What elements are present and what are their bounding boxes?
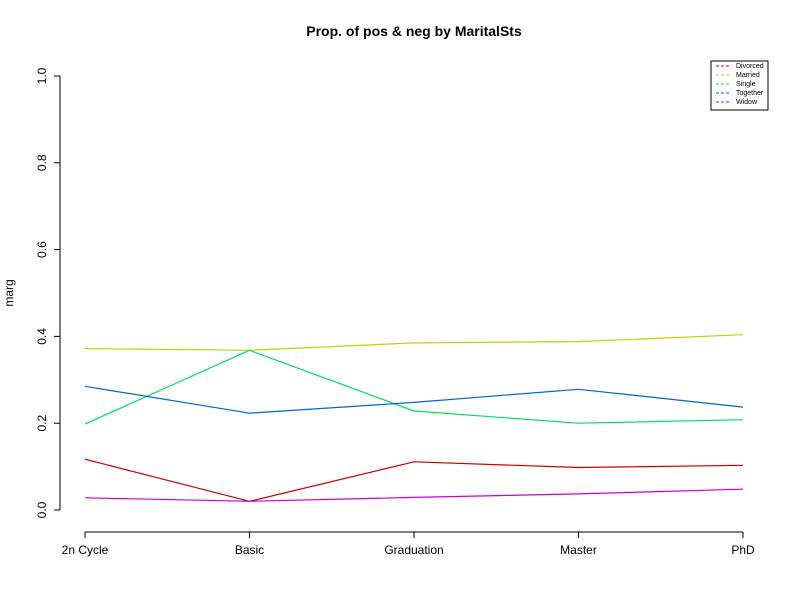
series-line-divorced [84, 458, 744, 502]
y-tick-label: 1.0 [35, 67, 49, 84]
series-line-together [84, 385, 744, 414]
legend-entry: Married [736, 72, 760, 79]
chart-title: Prop. of pos & neg by MaritalSts [306, 23, 522, 39]
x-axis: 2n Cycle Basic Graduation Master PhD [62, 531, 755, 557]
legend-entry: Divorced [736, 63, 764, 70]
y-tick-label: 0.4 [35, 328, 49, 345]
y-axis: 0.0 0.2 0.4 0.6 0.8 1.0 [35, 67, 61, 518]
x-tick-label: Master [560, 543, 597, 557]
y-axis-label: marg [2, 279, 16, 306]
x-tick-label: Graduation [384, 543, 443, 557]
series-line-widow [84, 488, 744, 502]
y-tick-label: 0.6 [35, 241, 49, 258]
legend-entry: Widow [736, 99, 758, 106]
legend: Divorced Married Single Together Widow [710, 60, 769, 111]
x-tick-label: PhD [731, 543, 755, 557]
y-tick-label: 0.8 [35, 154, 49, 171]
x-tick-label: 2n Cycle [62, 543, 109, 557]
y-tick-label: 0.2 [35, 415, 49, 432]
series-lines [84, 334, 744, 502]
legend-entry: Together [736, 90, 764, 97]
series-line-single [84, 349, 744, 425]
y-tick-label: 0.0 [35, 501, 49, 518]
series-line-married [84, 334, 744, 351]
legend-entry: Single [736, 81, 756, 88]
legend-box [710, 60, 769, 111]
x-tick-label: Basic [235, 543, 264, 557]
